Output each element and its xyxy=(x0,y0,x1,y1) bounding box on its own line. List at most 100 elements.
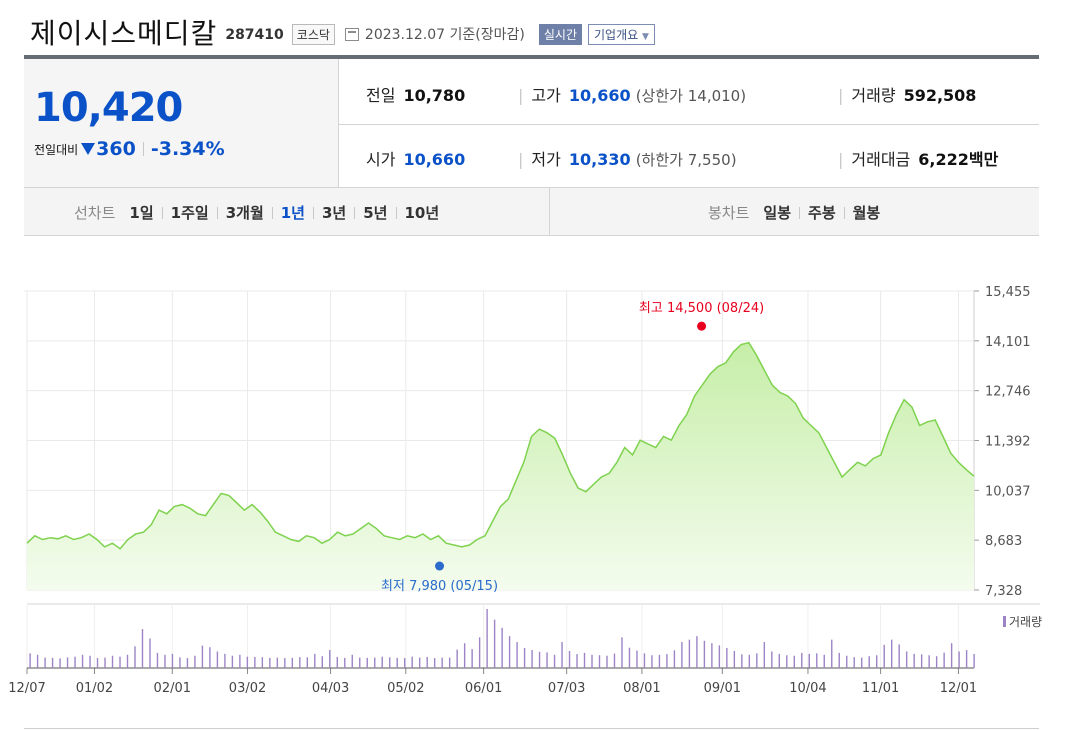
volume-bar xyxy=(134,646,136,668)
volume-bar xyxy=(104,657,106,668)
volume-bar xyxy=(418,657,421,668)
volume-bar xyxy=(658,654,661,668)
volume-bar xyxy=(613,653,616,668)
volume-bar xyxy=(149,638,151,668)
volume-bar xyxy=(426,656,428,668)
volume-bar xyxy=(344,657,346,668)
period-1d[interactable]: 1일 xyxy=(129,204,154,222)
max-annotation: 최고 14,500 (08/24) xyxy=(639,301,764,316)
volume-bar xyxy=(808,653,810,668)
volume-bar xyxy=(950,643,953,668)
volume-bar xyxy=(591,654,593,668)
volume-bar xyxy=(216,651,219,668)
x-tick-label: 11/01 xyxy=(862,681,899,696)
info-bottom-divider xyxy=(24,187,1039,188)
day-low: | 저가 10,330 (하한가 7,550) xyxy=(518,150,737,169)
volume-bar xyxy=(763,642,766,668)
company-name: 제이시스메디칼 xyxy=(30,17,218,50)
x-tick-label: 08/01 xyxy=(623,681,660,696)
x-tick-label: 03/02 xyxy=(229,681,266,696)
header-divider xyxy=(24,55,1039,59)
volume-bar xyxy=(861,657,863,668)
volume-bar xyxy=(254,656,256,668)
volume-bar xyxy=(59,658,61,668)
volume-bar xyxy=(441,657,443,668)
volume-bar xyxy=(973,654,975,668)
volume-bar xyxy=(314,653,316,668)
volume-bar xyxy=(29,653,31,668)
volume-bar xyxy=(156,652,159,668)
volume-bar xyxy=(246,656,249,668)
volume-bar xyxy=(561,642,563,668)
volume-bar xyxy=(366,657,368,668)
volume-bar xyxy=(329,650,331,668)
prev-close: 전일 10,780 xyxy=(366,86,466,105)
period-10y[interactable]: 10년 xyxy=(404,204,440,222)
footer-divider xyxy=(24,728,1039,729)
volume-bar xyxy=(209,647,211,668)
candle-weekly[interactable]: 주봉 xyxy=(808,204,836,222)
volume-bar xyxy=(846,655,848,668)
y-tick-label: 15,455 xyxy=(985,285,1031,300)
volume-bar xyxy=(726,647,728,668)
volume-bar xyxy=(448,657,451,668)
period-1y[interactable]: 1년 xyxy=(280,204,305,222)
volume-bar xyxy=(433,658,436,668)
volume-bar xyxy=(568,651,571,668)
volume: | 거래량 592,508 xyxy=(838,86,977,105)
y-tick-label: 11,392 xyxy=(985,434,1031,449)
volume-bar xyxy=(718,645,721,668)
volume-bar xyxy=(201,645,204,668)
volume-bar xyxy=(171,653,174,668)
x-tick-label: 01/02 xyxy=(76,681,113,696)
line-chart-periods: 선차트 1일 1주일 3개월 1년 3년 5년 10년 xyxy=(74,202,439,223)
volume-bar xyxy=(359,657,361,668)
volume-bar xyxy=(51,657,54,668)
x-tick-label: 02/01 xyxy=(154,681,191,696)
volume-bar xyxy=(741,654,743,668)
volume-bar xyxy=(628,647,631,668)
open-price: 시가 10,660 xyxy=(366,150,466,169)
volume-bar xyxy=(486,609,488,668)
volume-bar xyxy=(269,657,271,668)
company-overview-dropdown[interactable]: 기업개요 ▼ xyxy=(587,23,655,45)
x-tick-label: 06/01 xyxy=(465,681,502,696)
price-summary: 10,420 전일대비 360 -3.34% xyxy=(24,59,339,187)
period-3y[interactable]: 3년 xyxy=(322,204,347,222)
volume-bar xyxy=(261,657,264,668)
quote-date: 2023.12.07 기준(장마감) xyxy=(364,27,525,43)
volume-bar xyxy=(493,619,496,668)
x-tick-label: 12/01 xyxy=(940,681,977,696)
volume-bar xyxy=(876,655,878,668)
period-1w[interactable]: 1주일 xyxy=(170,204,209,222)
separator xyxy=(142,142,144,156)
volume-bar xyxy=(478,637,481,668)
candle-daily[interactable]: 일봉 xyxy=(763,204,792,222)
info-row-divider xyxy=(339,124,1039,125)
volume-bar xyxy=(928,655,930,668)
x-tick-label: 07/03 xyxy=(548,681,585,696)
volume-bar xyxy=(96,658,99,668)
candle-monthly[interactable]: 월봉 xyxy=(852,204,881,222)
volume-bar xyxy=(943,652,945,668)
trade-value: | 거래대금 6,222백만 xyxy=(838,150,999,169)
volume-bar xyxy=(239,654,241,668)
price-change: 360 xyxy=(96,138,136,160)
volume-bar xyxy=(501,627,503,668)
volume-bar xyxy=(958,651,960,668)
volume-bar xyxy=(66,657,69,668)
stock-code: 287410 xyxy=(225,27,284,43)
volume-bar xyxy=(756,653,758,668)
volume-bar xyxy=(890,639,893,668)
realtime-button[interactable]: 실시간 xyxy=(538,23,582,45)
volume-bar xyxy=(771,651,773,668)
x-tick-label: 04/03 xyxy=(312,681,349,696)
volume-bar xyxy=(965,650,968,668)
volume-bar xyxy=(111,655,114,668)
volume-bar xyxy=(681,642,683,668)
price-change-row: 전일대비 360 -3.34% xyxy=(34,138,225,160)
volume-bar xyxy=(576,654,578,668)
volume-bar xyxy=(89,655,91,668)
period-5y[interactable]: 5년 xyxy=(363,204,388,222)
period-3m[interactable]: 3개월 xyxy=(225,204,264,222)
